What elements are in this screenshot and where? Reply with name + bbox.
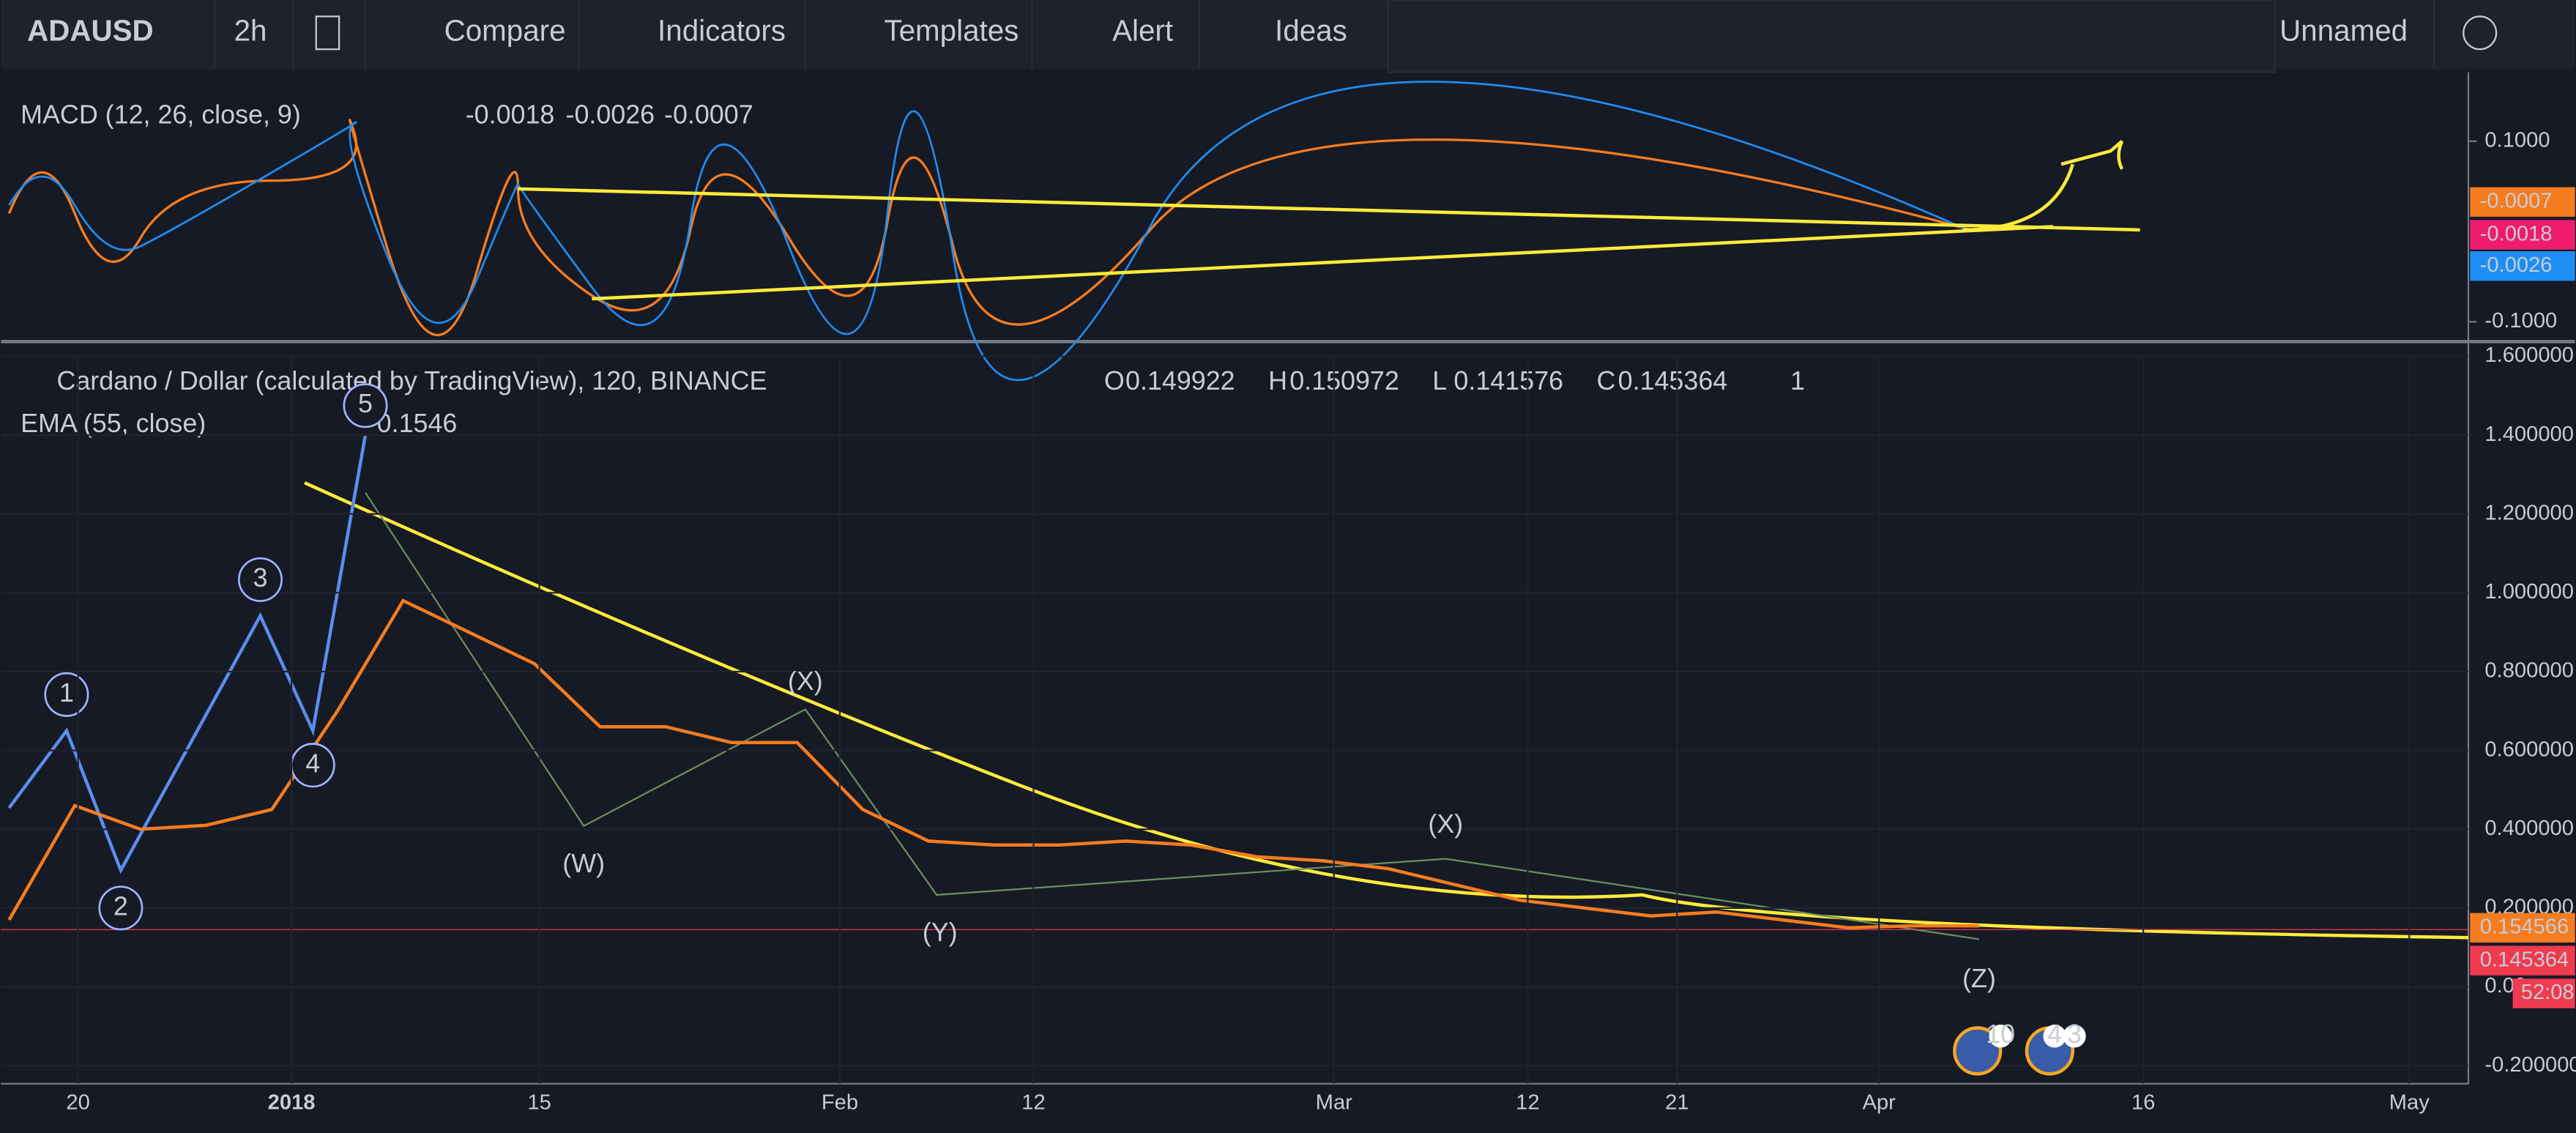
settings-icon[interactable]: [2463, 15, 2498, 51]
ohlc-value: 0.149922: [1125, 366, 1235, 395]
compare[interactable]: Compare: [444, 13, 566, 47]
drawing-toolbar: [1387, 0, 2276, 73]
wave-label: 3: [253, 563, 268, 592]
x-tick-label: Feb: [822, 1091, 858, 1114]
alert-count: 1: [1790, 366, 1805, 395]
ohlc-value: 0.145364: [1618, 366, 1728, 395]
templates[interactable]: Templates: [884, 13, 1019, 47]
event-count: 10: [1986, 1019, 2015, 1049]
ohlc-value: 0.150972: [1289, 366, 1399, 395]
price-badge: [2470, 220, 2575, 250]
wave-label: (Y): [923, 918, 958, 947]
ohlc-key: C: [1597, 366, 1616, 395]
price-badge: [2470, 913, 2575, 943]
event-count: 3: [2067, 1019, 2082, 1049]
x-tick-label: 12: [1516, 1091, 1539, 1114]
y-tick-label: 0.1000: [2484, 129, 2550, 152]
wave-label: 5: [358, 389, 373, 418]
wave-label: (X): [1428, 809, 1463, 839]
event-count-bg: [2063, 1025, 2086, 1048]
y-tick-label: 1.600000: [2484, 343, 2573, 367]
wave-label: (X): [788, 666, 823, 696]
wave-label: 2: [113, 891, 128, 921]
macd-legend: MACD (12, 26, close, 9): [21, 100, 301, 130]
x-tick-label: 20: [66, 1091, 89, 1114]
y-tick-label: -0.200000: [2484, 1053, 2576, 1077]
badge-label: 0.145364: [2480, 948, 2569, 971]
badge-label: -0.0026: [2480, 253, 2553, 277]
countdown-badge: [2512, 978, 2575, 1008]
correction-wave: [365, 491, 1980, 940]
y-tick-label: 0.800000: [2484, 659, 2573, 683]
badge-label: 0.154566: [2480, 915, 2569, 938]
x-tick-label: Mar: [1316, 1091, 1352, 1114]
x-tick-label: 15: [527, 1091, 551, 1114]
trend-drawings: [304, 140, 2469, 940]
layout-name[interactable]: Unnamed: [2279, 13, 2408, 47]
badge-label: -0.0007: [2480, 189, 2553, 212]
alert[interactable]: Alert: [1112, 13, 1173, 47]
wave-label: (Z): [1962, 964, 1996, 993]
event-count-bg: [2043, 1025, 2066, 1048]
y-tick-label: 1.400000: [2484, 423, 2573, 446]
price-badge: [2470, 946, 2575, 976]
price-badge: [2470, 251, 2575, 281]
y-tick-label: 1.200000: [2484, 501, 2573, 524]
interval[interactable]: 2h: [234, 13, 267, 47]
wave-circle: [98, 885, 144, 931]
candle-icon[interactable]: [315, 15, 340, 51]
wave-label: 1: [59, 678, 74, 707]
indicators[interactable]: Indicators: [658, 13, 786, 47]
y-tick-label: 0.400000: [2484, 817, 2573, 840]
wave-circle: [237, 557, 283, 602]
ohlc-key: O: [1104, 366, 1125, 395]
ema-line: [7, 598, 1979, 929]
event-count-bg: [1989, 1025, 2012, 1048]
badge-label: -0.0018: [2480, 222, 2553, 245]
wave-label: 4: [305, 748, 320, 778]
macd-value: -0.0007: [664, 100, 753, 130]
x-tick-label: 16: [2132, 1091, 2155, 1114]
ohlc-value: 0.141576: [1453, 366, 1563, 395]
y-tick-label: 0.600000: [2484, 738, 2573, 761]
event-icon: [1953, 1026, 2003, 1076]
wave-label: (W): [562, 849, 605, 878]
event-count: 4: [2047, 1019, 2062, 1049]
x-tick-label: 21: [1665, 1091, 1689, 1114]
y-tick-label: -0.1000: [2484, 309, 2557, 333]
ema-value: 0.1546: [377, 409, 458, 438]
symbol-title: Cardano / Dollar (calculated by TradingV…: [56, 366, 767, 395]
symbol[interactable]: ADAUSD: [27, 13, 154, 47]
macd-value: -0.0026: [566, 100, 655, 130]
impulse-wave: [7, 434, 368, 874]
ohlc-key: H: [1268, 366, 1287, 395]
ohlc-key: L: [1432, 366, 1447, 395]
ema-legend: EMA (55, close): [21, 409, 206, 438]
x-tick-label: 2018: [268, 1091, 316, 1114]
ideas[interactable]: Ideas: [1275, 13, 1347, 47]
wave-circle: [343, 383, 388, 428]
x-tick-label: Apr: [1862, 1091, 1896, 1114]
x-tick-label: May: [2389, 1091, 2430, 1114]
price-badge: [2470, 187, 2575, 217]
x-tick-label: 12: [1021, 1091, 1045, 1114]
countdown: 52:08: [2521, 981, 2575, 1004]
macd-value: -0.0018: [466, 100, 555, 130]
y-tick-label: 1.000000: [2484, 580, 2573, 603]
macd-line: [7, 119, 1972, 337]
